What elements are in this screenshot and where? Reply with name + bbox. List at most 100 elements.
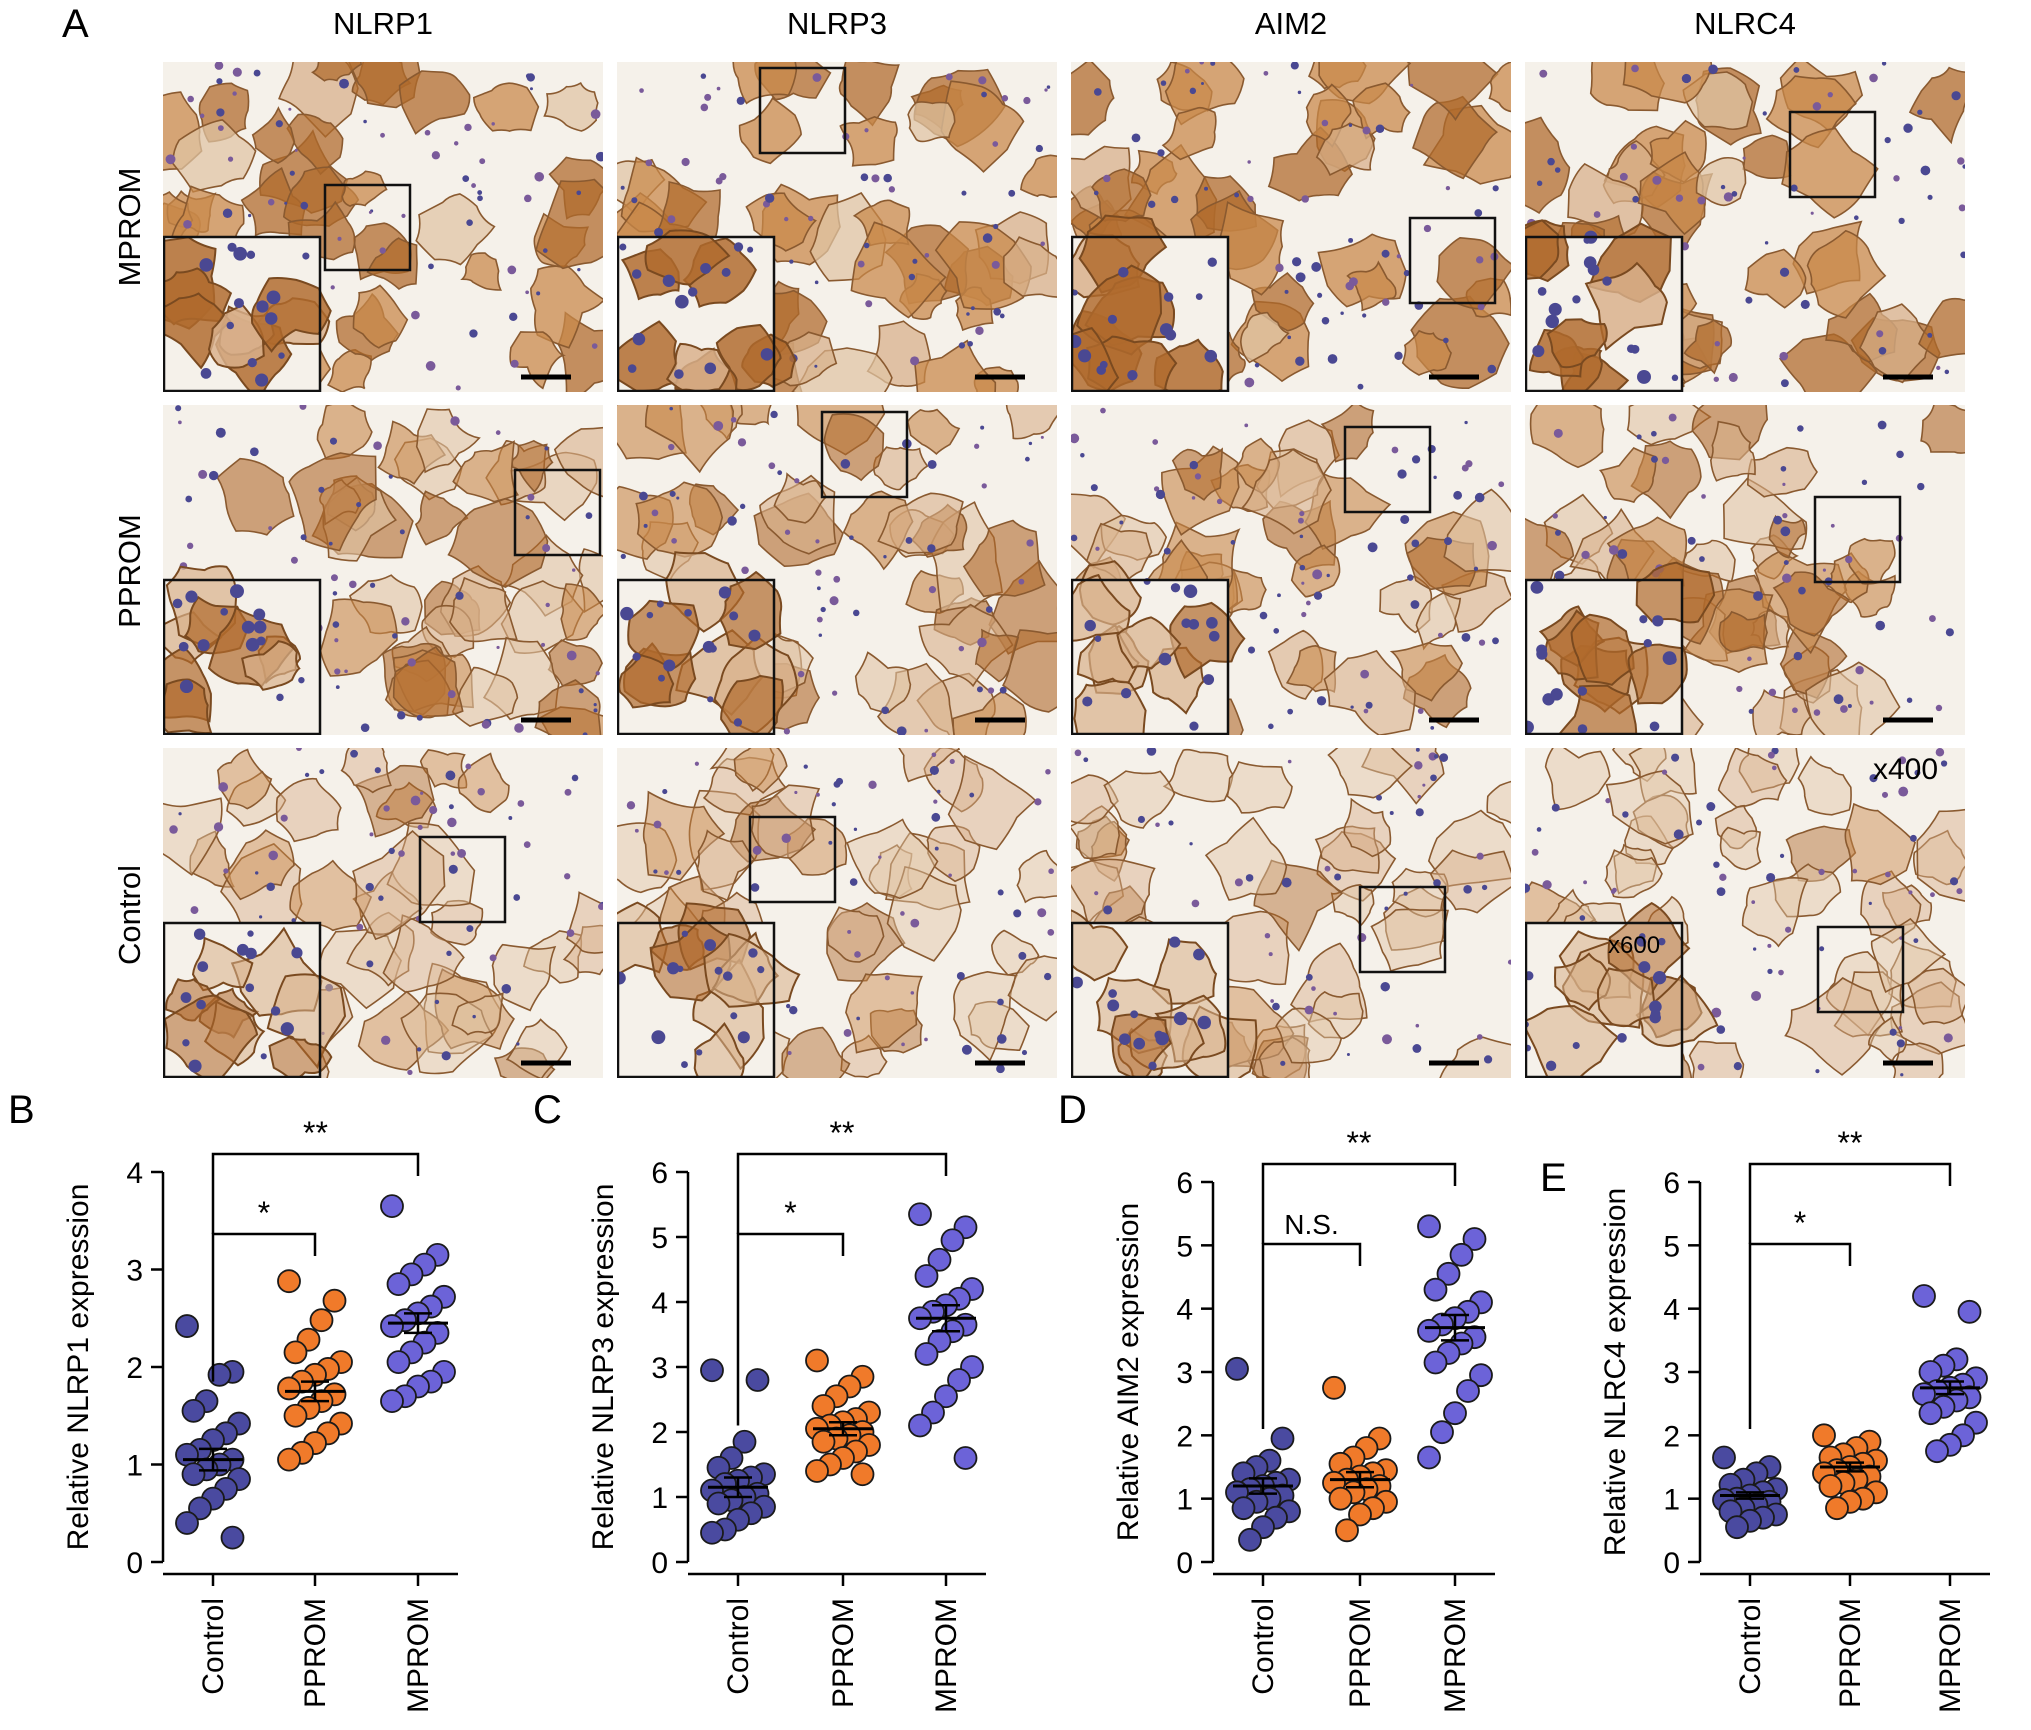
- cell-nucleus: [541, 642, 546, 647]
- cell-nucleus: [1893, 175, 1900, 182]
- tissue-villus: [216, 457, 295, 536]
- tissue-villus: [1920, 405, 1965, 454]
- cell-nucleus: [741, 566, 749, 575]
- cell-nucleus: [1464, 420, 1468, 425]
- cell-nucleus: [1840, 705, 1848, 713]
- cell-nucleus: [1415, 808, 1424, 817]
- cell-nucleus: [1773, 515, 1783, 525]
- cell-nucleus: [1417, 708, 1424, 714]
- cell-nucleus: [1026, 539, 1034, 547]
- cell-nucleus: [1137, 815, 1146, 824]
- data-point: [181, 1462, 206, 1487]
- cell-nucleus: [374, 767, 381, 774]
- cell-nucleus: [1617, 1033, 1627, 1043]
- cell-nucleus: [236, 943, 249, 956]
- cell-nucleus: [1671, 753, 1680, 762]
- cell-nucleus: [996, 1064, 1005, 1074]
- data-point: [1925, 1439, 1949, 1464]
- cell-nucleus: [814, 280, 819, 285]
- cell-nucleus: [721, 267, 731, 277]
- tissue-villus: [926, 824, 981, 883]
- tissue-villus: [1488, 62, 1511, 113]
- cell-nucleus: [534, 171, 545, 182]
- cell-nucleus: [397, 711, 406, 720]
- tissue-villus: [1868, 1016, 1907, 1062]
- y-tick-label: 1: [1663, 1484, 1680, 1517]
- cell-nucleus: [857, 260, 865, 268]
- data-point: [380, 1194, 404, 1219]
- cell-nucleus: [1415, 1023, 1420, 1028]
- inset-frame: [1525, 578, 1684, 735]
- data-point: [175, 1314, 199, 1338]
- cell-nucleus: [1001, 95, 1009, 102]
- cell-nucleus: [280, 1022, 294, 1036]
- cell-nucleus: [1040, 435, 1044, 439]
- cell-nucleus: [411, 310, 420, 320]
- cell-nucleus: [736, 96, 745, 105]
- cell-nucleus: [267, 198, 275, 206]
- cell-nucleus: [1748, 708, 1754, 714]
- cell-nucleus: [1301, 581, 1305, 585]
- cell-nucleus: [785, 1003, 791, 1009]
- cell-nucleus: [865, 300, 873, 308]
- cell-nucleus: [1583, 880, 1588, 885]
- cell-nucleus: [595, 151, 603, 162]
- y-axis-label: Relative NLRC4 expression: [1599, 1188, 1632, 1557]
- cell-nucleus: [908, 273, 916, 281]
- inset-frame: [1071, 235, 1230, 392]
- cell-nucleus: [668, 443, 675, 451]
- cell-nucleus: [770, 410, 778, 419]
- cell-nucleus: [450, 851, 456, 856]
- data-point: [277, 1376, 301, 1401]
- cell-nucleus: [1333, 1011, 1337, 1016]
- cell-nucleus: [332, 621, 340, 628]
- cell-nucleus: [1362, 313, 1367, 318]
- cell-nucleus: [246, 250, 256, 260]
- cell-nucleus: [847, 929, 852, 934]
- cell-nucleus: [1230, 540, 1236, 545]
- cell-nucleus: [227, 156, 234, 162]
- cell-nucleus: [593, 708, 598, 713]
- cell-nucleus: [1853, 215, 1859, 221]
- cell-nucleus: [1444, 537, 1453, 546]
- cell-nucleus: [455, 591, 464, 600]
- cell-nucleus: [945, 73, 953, 81]
- cell-nucleus: [760, 348, 774, 361]
- data-point: [908, 1413, 932, 1438]
- tissue-villus: [1016, 849, 1057, 904]
- cell-nucleus: [975, 326, 984, 335]
- cell-nucleus: [1389, 810, 1394, 815]
- cell-nucleus: [1153, 486, 1160, 492]
- cell-nucleus: [1869, 73, 1878, 83]
- significance-bracket: [1261, 1162, 1457, 1244]
- tissue-villus: [1275, 1007, 1343, 1064]
- cell-nucleus: [1476, 1034, 1483, 1040]
- data-point: [1423, 1277, 1448, 1302]
- cell-nucleus: [1044, 972, 1052, 981]
- tissue-villus: [288, 452, 377, 552]
- cell-nucleus: [1536, 180, 1543, 187]
- tissue-villus: [278, 62, 359, 138]
- cell-nucleus: [1720, 184, 1726, 190]
- cell-nucleus: [1280, 1060, 1286, 1066]
- cell-nucleus: [883, 555, 887, 559]
- cell-nucleus: [1210, 62, 1216, 66]
- cell-nucleus: [1649, 1000, 1662, 1014]
- cell-nucleus: [536, 291, 541, 296]
- cell-nucleus: [1492, 637, 1499, 645]
- inset-frame: [163, 235, 322, 392]
- cell-nucleus: [1417, 794, 1422, 799]
- cell-nucleus: [388, 847, 395, 855]
- cell-nucleus: [1348, 123, 1353, 127]
- cell-nucleus: [298, 676, 305, 684]
- cell-nucleus: [927, 459, 937, 469]
- cell-nucleus: [1357, 383, 1364, 390]
- cell-nucleus: [1884, 137, 1891, 144]
- cell-nucleus: [250, 447, 259, 457]
- cell-nucleus: [1317, 292, 1323, 298]
- cell-nucleus: [1631, 64, 1639, 73]
- x-tick-label: Control: [1247, 1598, 1280, 1695]
- cell-nucleus: [1957, 157, 1965, 165]
- cell-nucleus: [300, 201, 309, 210]
- cell-nucleus: [1637, 369, 1651, 384]
